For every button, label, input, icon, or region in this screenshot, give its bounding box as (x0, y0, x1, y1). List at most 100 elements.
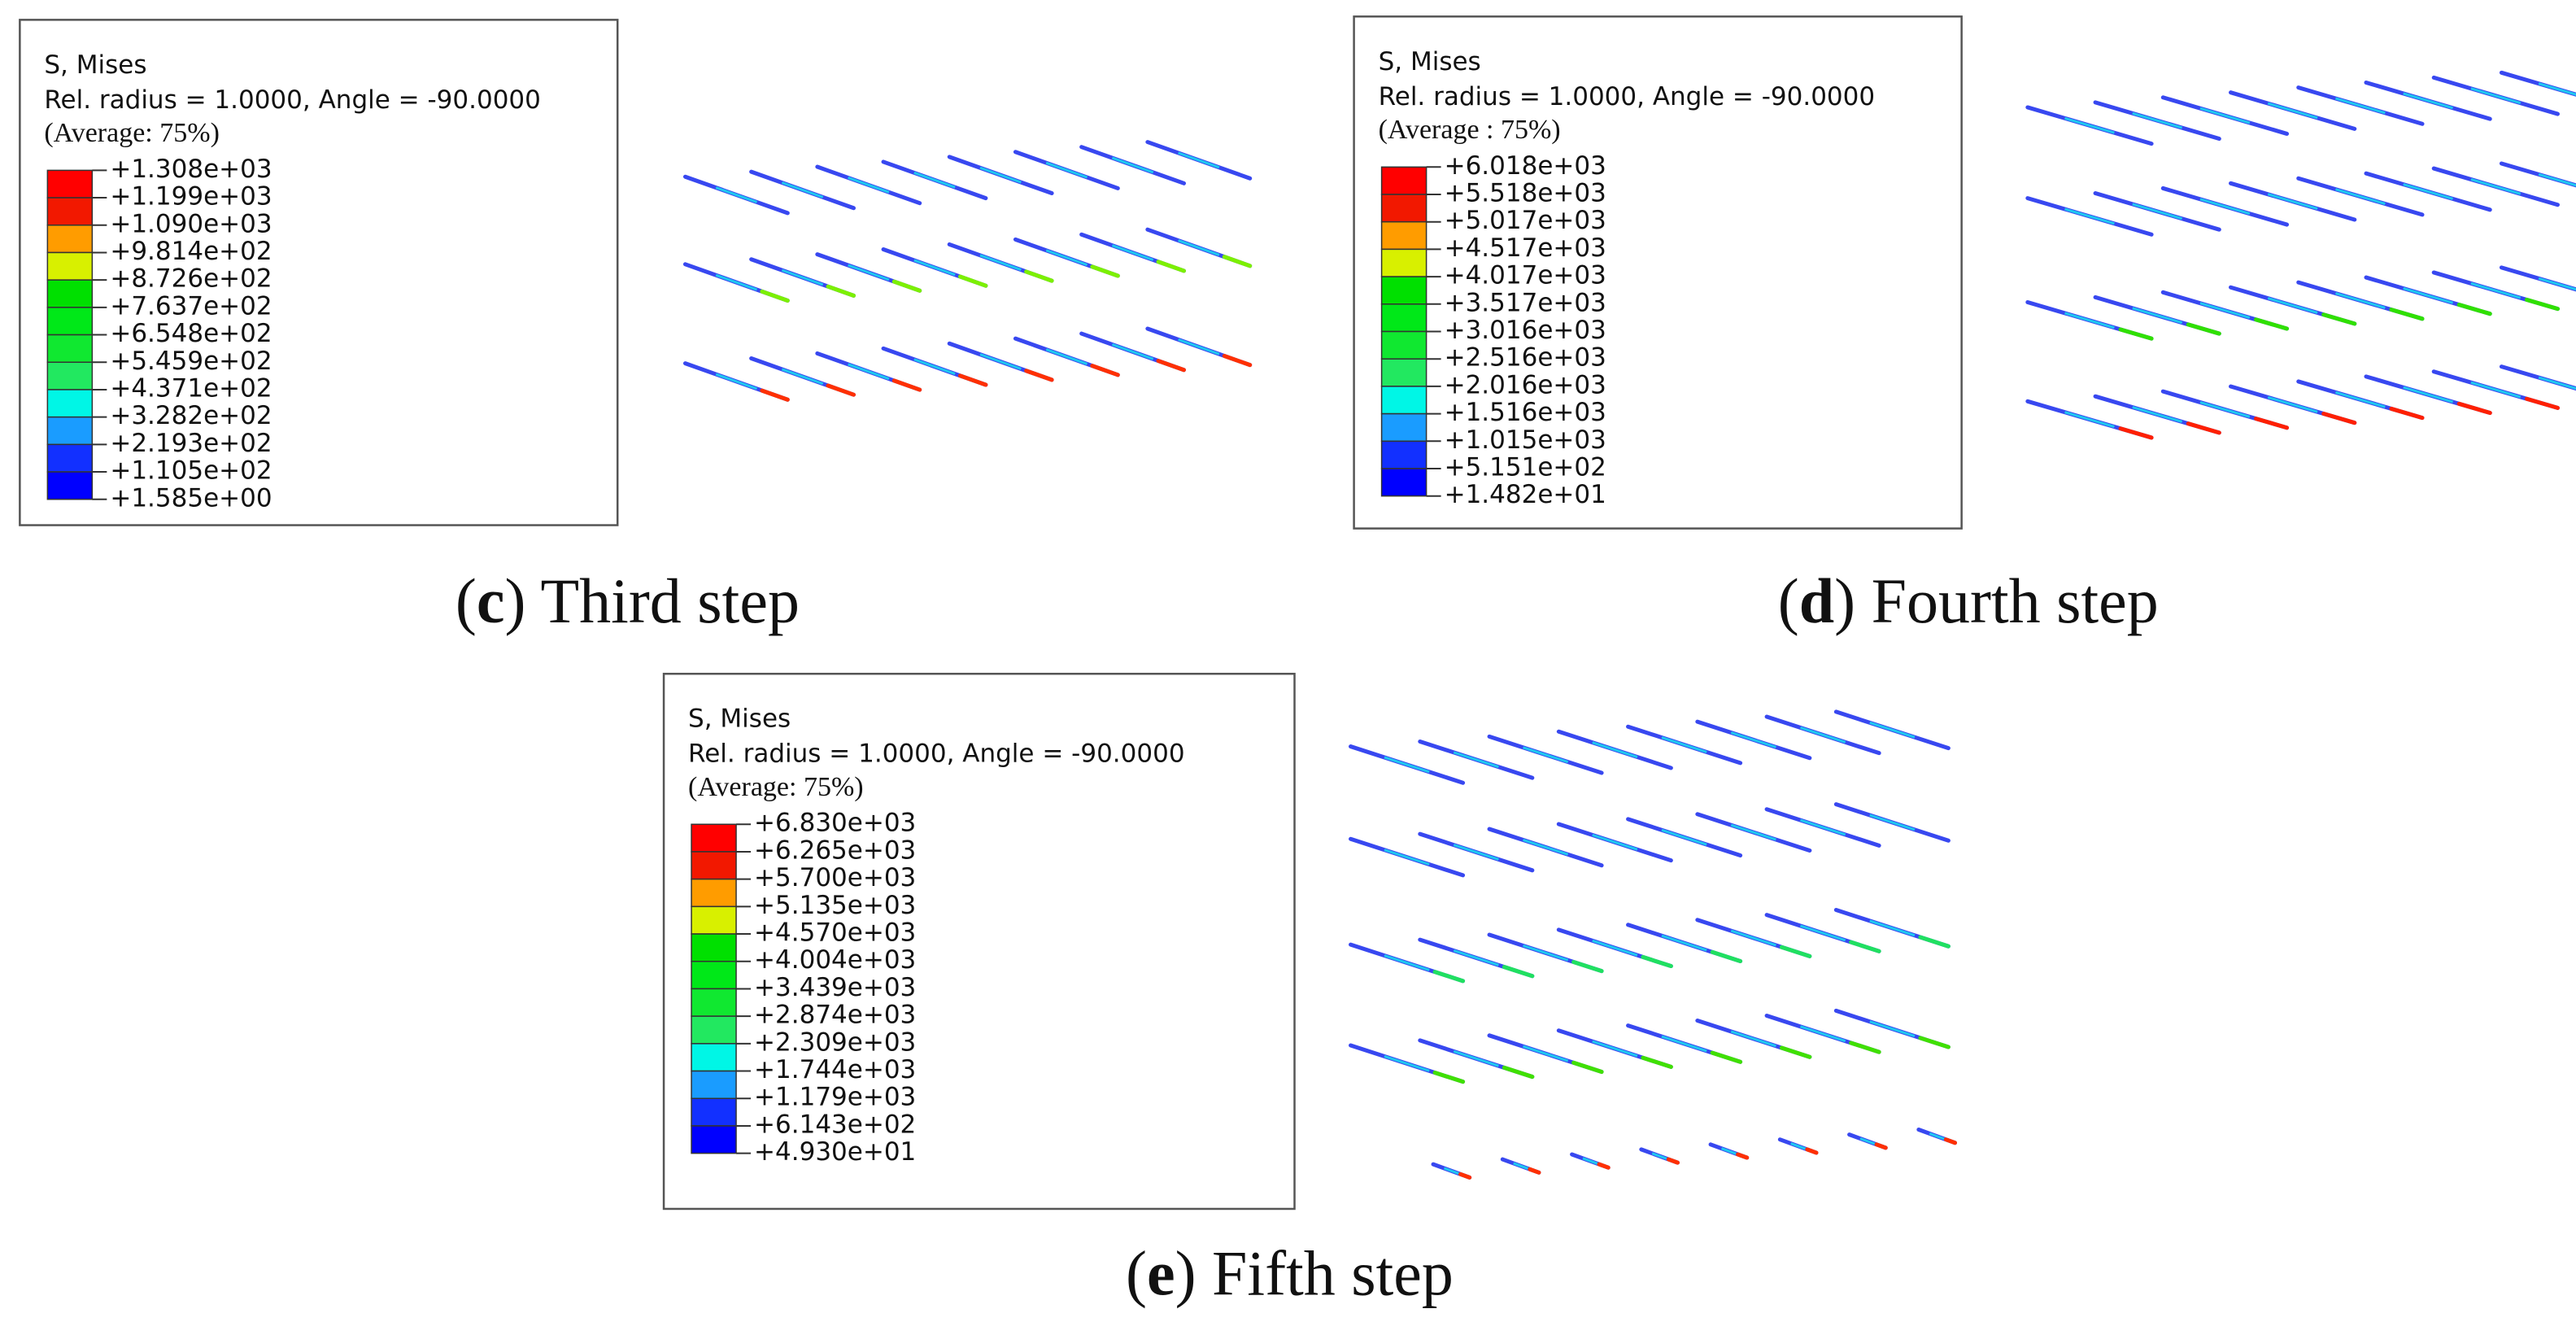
caption-text: ) Third step (504, 565, 800, 636)
rod-mid (1453, 1049, 1499, 1067)
rod-tip (2253, 417, 2290, 430)
rod-mid (2335, 188, 2386, 205)
rod-mid (1384, 849, 1430, 866)
rod-tip (1222, 353, 1253, 368)
legend-value: +6.830e+03 (754, 809, 916, 838)
rod-mid (2538, 82, 2576, 96)
rod-tip (1090, 264, 1120, 278)
legend-value: +7.637e+02 (110, 291, 272, 321)
rod-mid (913, 358, 956, 376)
rod-mid (1790, 1142, 1807, 1150)
rod-tip (1918, 1036, 1951, 1049)
rod-mid (1178, 151, 1220, 169)
color-band (1380, 220, 1427, 251)
rod-mid (2267, 102, 2318, 120)
rod-tip (1156, 260, 1187, 273)
rod-tip (1432, 1070, 1466, 1084)
rod-mid (1384, 756, 1430, 774)
rod-tip (2321, 312, 2357, 326)
legend-value: +2.516e+03 (1445, 343, 1606, 373)
rod-mid (1869, 1020, 1916, 1038)
rod-mid (2132, 307, 2183, 325)
caption-letter: d (1799, 565, 1834, 636)
panel: S, Mises Rel. radius = 1.0000, Angle = -9… (19, 19, 1253, 636)
rod-tip (1849, 940, 1881, 953)
legend-value: +2.016e+03 (1445, 370, 1606, 399)
rod-tip (1024, 269, 1054, 283)
color-band (691, 1125, 737, 1154)
rod-mid (2335, 292, 2386, 309)
color-band (1380, 358, 1427, 387)
rod-mid (1045, 161, 1088, 179)
rod-tip (2456, 401, 2492, 415)
legend-value: +1.744e+03 (754, 1055, 916, 1084)
rod-tip (891, 378, 922, 392)
rod-tip (1710, 1050, 1743, 1064)
legend-value: +1.516e+03 (1445, 398, 1606, 427)
rod-tip (1641, 954, 1673, 969)
caption-letter: c (477, 565, 505, 636)
rod-tip (2186, 421, 2221, 435)
rod-mid (1661, 1035, 1707, 1053)
legend-average: (Average: 75%) (44, 118, 220, 148)
rod-mid (1592, 833, 1638, 851)
rod-mid (848, 177, 890, 194)
color-band (46, 416, 94, 446)
rod-mid (1800, 924, 1846, 942)
rod-mid (1592, 741, 1638, 758)
legend-value: +8.726e+02 (110, 264, 272, 294)
rod-mid (1661, 828, 1707, 846)
rod-mid (1523, 839, 1569, 856)
rod-mid (2470, 281, 2522, 299)
caption-text: ) Fifth step (1175, 1237, 1454, 1308)
rod-tip (1779, 1045, 1812, 1059)
rod-tip (1024, 369, 1054, 382)
rod-mid (2064, 312, 2115, 329)
rod-mid (2403, 92, 2453, 110)
rod-mid (1045, 249, 1088, 267)
rod-mid (781, 268, 824, 286)
rod-tip (1641, 1055, 1673, 1069)
rod-tip (1736, 1152, 1750, 1160)
rod-mid (781, 181, 824, 199)
color-band (46, 225, 94, 254)
rod-tip (2456, 303, 2492, 316)
legend-title: S, Mises (688, 705, 791, 734)
rod-mid (1720, 1147, 1737, 1155)
color-band (46, 169, 94, 199)
rod-mid (2132, 111, 2183, 129)
legend-value: +6.018e+03 (1445, 151, 1606, 181)
rod-mid (2470, 87, 2522, 105)
rod-mid (1453, 844, 1499, 861)
rod-tip (826, 284, 856, 298)
rod-mid (913, 171, 956, 189)
rod-tip (1502, 965, 1535, 979)
legend-value: +4.517e+03 (1445, 233, 1606, 263)
color-band (46, 389, 94, 418)
color-band (691, 878, 737, 908)
rod-mid (913, 259, 956, 277)
rod-mid (2199, 107, 2251, 124)
rod-tip (1571, 959, 1604, 974)
rod-mid (1651, 1152, 1667, 1160)
rod-mid (1523, 1045, 1569, 1062)
rod-tip (1779, 945, 1812, 958)
rod-mid (715, 273, 758, 291)
rod-mid (2267, 297, 2318, 314)
legend-value: +1.308e+03 (110, 155, 272, 184)
rod-tip (1090, 364, 1120, 377)
rod-tip (2118, 327, 2154, 341)
legend-value: +3.016e+03 (1445, 316, 1606, 345)
rod-mid (1869, 814, 1916, 831)
rod-mid (979, 254, 1022, 272)
rod-mid (1730, 929, 1776, 947)
color-band (1380, 386, 1427, 415)
rod-mid (2064, 411, 2115, 428)
color-band (1380, 194, 1427, 223)
legend-value: +4.371e+02 (110, 373, 272, 403)
rod-mid (1869, 721, 1916, 739)
color-band (46, 197, 94, 226)
rod-tip (2389, 406, 2425, 421)
legend-value: +5.017e+03 (1445, 206, 1606, 235)
